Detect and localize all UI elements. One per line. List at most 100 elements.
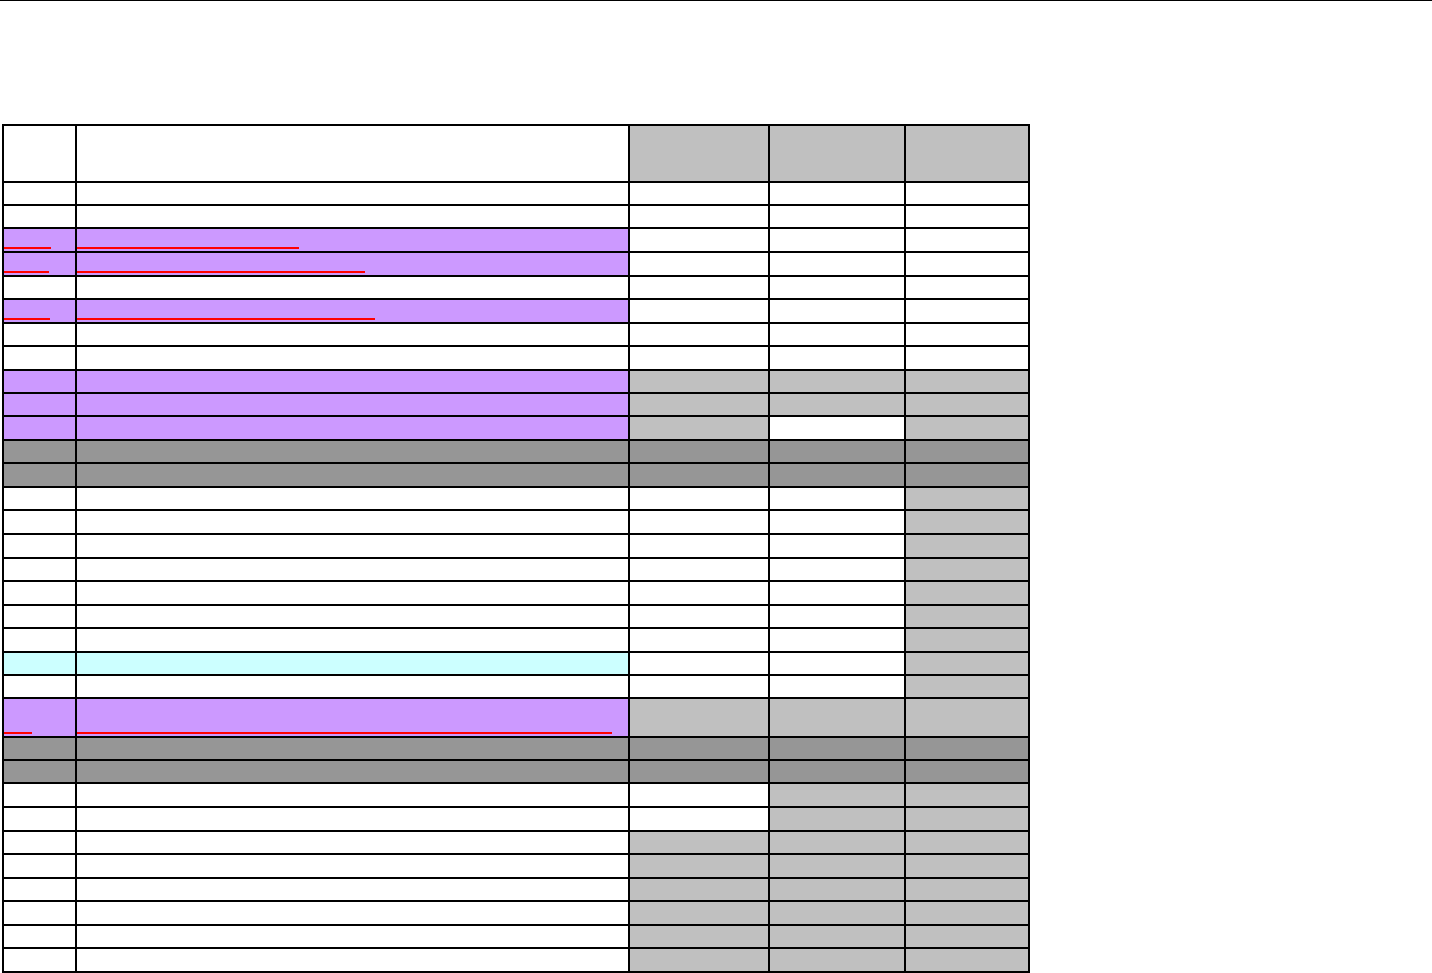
table-cell[interactable] <box>904 322 1030 347</box>
table-cell[interactable] <box>768 392 906 417</box>
table-cell[interactable] <box>75 486 630 511</box>
table-cell[interactable] <box>2 853 77 879</box>
table-cell[interactable] <box>904 736 1030 761</box>
table-cell[interactable] <box>628 251 770 277</box>
table-cell[interactable] <box>628 533 770 559</box>
table-cell[interactable] <box>904 924 1030 949</box>
table-cell[interactable] <box>75 557 630 582</box>
table-cell[interactable] <box>75 736 630 761</box>
table-cell[interactable] <box>628 651 770 676</box>
table-cell[interactable] <box>75 877 630 902</box>
table-cell[interactable] <box>2 509 77 535</box>
table-cell[interactable] <box>768 181 906 206</box>
table-cell[interactable] <box>628 759 770 784</box>
table-cell[interactable] <box>75 462 630 488</box>
table-cell[interactable] <box>628 924 770 949</box>
table-cell[interactable] <box>768 736 906 761</box>
table-cell[interactable] <box>768 227 906 253</box>
table-cell[interactable] <box>904 369 1030 394</box>
table-cell[interactable] <box>768 877 906 902</box>
table-cell[interactable] <box>75 204 630 229</box>
table-cell[interactable] <box>75 924 630 949</box>
table-cell[interactable] <box>768 604 906 629</box>
table-cell[interactable] <box>628 580 770 606</box>
table-cell[interactable] <box>628 204 770 229</box>
table-cell[interactable] <box>628 298 770 324</box>
table-cell[interactable] <box>2 924 77 949</box>
table-cell[interactable] <box>75 322 630 347</box>
table-cell[interactable] <box>768 415 906 441</box>
table-cell[interactable] <box>75 345 630 371</box>
table-cell[interactable] <box>628 462 770 488</box>
table-cell[interactable] <box>75 853 630 879</box>
table-cell[interactable] <box>628 369 770 394</box>
table-cell[interactable] <box>768 580 906 606</box>
table-cell[interactable] <box>768 509 906 535</box>
table-cell[interactable] <box>768 674 906 699</box>
table-cell[interactable] <box>768 853 906 879</box>
table-cell[interactable] <box>904 509 1030 535</box>
table-cell[interactable] <box>768 322 906 347</box>
table-cell[interactable] <box>2 782 77 808</box>
table-cell[interactable] <box>75 830 630 855</box>
table-cell[interactable] <box>2 947 77 973</box>
table-cell[interactable] <box>628 509 770 535</box>
table-cell[interactable] <box>2 580 77 606</box>
table-cell[interactable] <box>628 181 770 206</box>
table-cell[interactable] <box>768 900 906 926</box>
table-cell[interactable] <box>2 439 77 464</box>
table-cell[interactable] <box>904 877 1030 902</box>
table-cell[interactable] <box>75 651 630 676</box>
table-cell[interactable] <box>2 298 77 324</box>
table-cell[interactable] <box>2 369 77 394</box>
table-cell[interactable] <box>2 486 77 511</box>
table-cell[interactable] <box>75 580 630 606</box>
table-cell[interactable] <box>768 697 906 738</box>
table-cell[interactable] <box>768 275 906 300</box>
table-cell[interactable] <box>904 181 1030 206</box>
table-cell[interactable] <box>75 900 630 926</box>
table-cell[interactable] <box>75 674 630 699</box>
table-cell[interactable] <box>768 782 906 808</box>
table-cell[interactable] <box>75 227 630 253</box>
table-cell[interactable] <box>75 369 630 394</box>
table-cell[interactable] <box>768 462 906 488</box>
table-cell[interactable] <box>75 759 630 784</box>
table-cell[interactable] <box>628 853 770 879</box>
table-cell[interactable] <box>768 204 906 229</box>
table-cell[interactable] <box>904 947 1030 973</box>
table-cell[interactable] <box>2 227 77 253</box>
table-cell[interactable] <box>75 181 630 206</box>
table-cell[interactable] <box>768 924 906 949</box>
table-cell[interactable] <box>75 251 630 277</box>
table-cell[interactable] <box>904 415 1030 441</box>
table-cell[interactable] <box>904 782 1030 808</box>
table-cell[interactable] <box>904 674 1030 699</box>
table-cell[interactable] <box>904 830 1030 855</box>
table-cell[interactable] <box>628 674 770 699</box>
table-cell[interactable] <box>904 759 1030 784</box>
table-cell[interactable] <box>2 462 77 488</box>
table-cell[interactable] <box>628 486 770 511</box>
table-cell[interactable] <box>904 392 1030 417</box>
table-cell[interactable] <box>2 557 77 582</box>
table-cell[interactable] <box>628 947 770 973</box>
table-cell[interactable] <box>628 124 770 183</box>
table-cell[interactable] <box>628 782 770 808</box>
table-cell[interactable] <box>75 509 630 535</box>
table-cell[interactable] <box>904 557 1030 582</box>
table-cell[interactable] <box>904 439 1030 464</box>
table-cell[interactable] <box>628 345 770 371</box>
table-cell[interactable] <box>2 674 77 699</box>
table-cell[interactable] <box>2 124 77 183</box>
table-cell[interactable] <box>904 900 1030 926</box>
table-cell[interactable] <box>2 627 77 653</box>
table-cell[interactable] <box>768 298 906 324</box>
table-cell[interactable] <box>628 557 770 582</box>
table-cell[interactable] <box>2 877 77 902</box>
table-cell[interactable] <box>904 627 1030 653</box>
table-cell[interactable] <box>904 853 1030 879</box>
table-cell[interactable] <box>2 806 77 832</box>
table-cell[interactable] <box>628 806 770 832</box>
table-cell[interactable] <box>768 947 906 973</box>
